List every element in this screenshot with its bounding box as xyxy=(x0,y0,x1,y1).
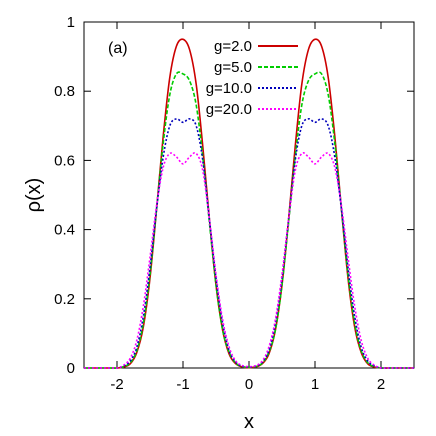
y-tick-label: 0.2 xyxy=(54,291,75,308)
y-tick-label: 0 xyxy=(67,360,75,377)
x-tick-label: -1 xyxy=(176,376,189,393)
legend: g=2.0 g=5.0 g=10.0 g=20.0 xyxy=(206,38,298,118)
y-tick-label: 1 xyxy=(67,14,75,31)
legend-label: g=10.0 xyxy=(206,80,252,97)
series-line xyxy=(84,71,414,369)
x-axis-label: x xyxy=(244,411,254,433)
x-axis: -2 -1 0 1 2 xyxy=(110,22,385,393)
x-tick-label: 0 xyxy=(245,376,253,393)
x-tick-label: -2 xyxy=(110,376,123,393)
legend-label: g=2.0 xyxy=(214,38,252,55)
series-layer xyxy=(84,38,414,370)
x-tick-label: 2 xyxy=(377,376,385,393)
y-tick-label: 0.8 xyxy=(54,83,75,100)
legend-label: g=5.0 xyxy=(214,59,252,76)
series-line xyxy=(84,152,414,370)
y-tick-label: 0.4 xyxy=(54,222,75,239)
x-tick-label: 1 xyxy=(311,376,319,393)
y-axis-label: ρ(x) xyxy=(23,178,45,213)
y-tick-label: 0.6 xyxy=(54,152,75,169)
panel-annotation: (a) xyxy=(108,40,128,57)
series-line xyxy=(84,118,414,369)
legend-label: g=20.0 xyxy=(206,101,252,118)
